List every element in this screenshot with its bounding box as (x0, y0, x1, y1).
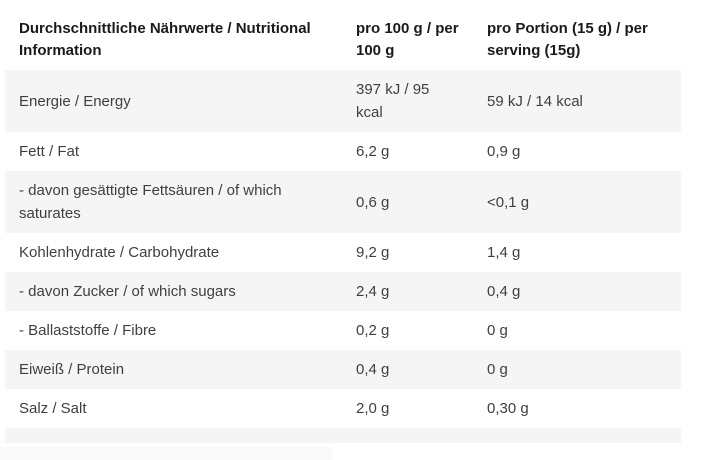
value-per-100g: 0,6 g (356, 193, 390, 211)
row-label: Salz / Salt (19, 400, 87, 417)
table-row: - Ballaststoffe / Fibre 0,2 g 0 g (5, 311, 681, 350)
table-row: Salz / Salt 2,0 g 0,30 g (5, 389, 681, 428)
nutrition-table: Durchschnittliche Nährwerte / Nutritiona… (5, 10, 681, 428)
value-per-100g: 2,4 g (356, 283, 390, 300)
row-label: - davon Zucker / of which sugars (19, 283, 236, 300)
row-label: Kohlenhydrate / Carbohydrate (19, 244, 220, 261)
value-per-serving: 0 g (487, 322, 508, 339)
col-header-nutrient: Durchschnittliche Nährwerte / Nutritiona… (19, 20, 311, 59)
header-row: Durchschnittliche Nährwerte / Nutritiona… (5, 10, 681, 70)
table-row: Kohlenhydrate / Carbohydrate 9,2 g 1,4 g (5, 233, 681, 272)
row-label: Fett / Fat (19, 143, 80, 160)
row-label: - Ballaststoffe / Fibre (19, 322, 157, 339)
value-per-100g: 2,0 g (356, 400, 390, 417)
value-per-100g: 0,2 g (356, 322, 390, 339)
value-per-serving: 0 g (487, 361, 508, 378)
partial-next-row (5, 428, 681, 443)
value-per-100g: 0,4 g (356, 361, 390, 378)
value-per-serving: 0,30 g (487, 400, 529, 417)
table-row: - davon Zucker / of which sugars 2,4 g 0,4… (5, 272, 681, 311)
value-per-serving: 59 kJ / 14 kcal (487, 92, 583, 110)
table-row: - davon gesättigte Fettsäuren / of which… (5, 171, 681, 233)
row-label: Eiweiß / Protein (19, 361, 125, 378)
row-label: - davon gesättigte Fettsäuren / of which… (19, 182, 282, 222)
col-header-per-100g: pro 100 g / per 100 g (356, 20, 459, 59)
value-per-100g: 6,2 g (356, 143, 390, 160)
table-row: Fett / Fat 6,2 g 0,9 g (5, 132, 681, 171)
value-per-serving: 0,4 g (487, 283, 521, 300)
col-header-per-serving: pro Portion (15 g) / per serving (15g) (487, 20, 648, 59)
value-per-serving: <0,1 g (487, 193, 530, 211)
value-per-serving: 1,4 g (487, 244, 521, 261)
value-per-100g: 397 kJ / 95 kcal (356, 81, 430, 121)
row-label: Energie / Energy (19, 92, 131, 110)
table-row: Energie / Energy 397 kJ / 95 kcal 59 kJ / … (5, 70, 681, 132)
cutoff-element (0, 447, 332, 460)
table-row: Eiweiß / Protein 0,4 g 0 g (5, 350, 681, 389)
value-per-100g: 9,2 g (356, 244, 390, 261)
value-per-serving: 0,9 g (487, 143, 521, 160)
